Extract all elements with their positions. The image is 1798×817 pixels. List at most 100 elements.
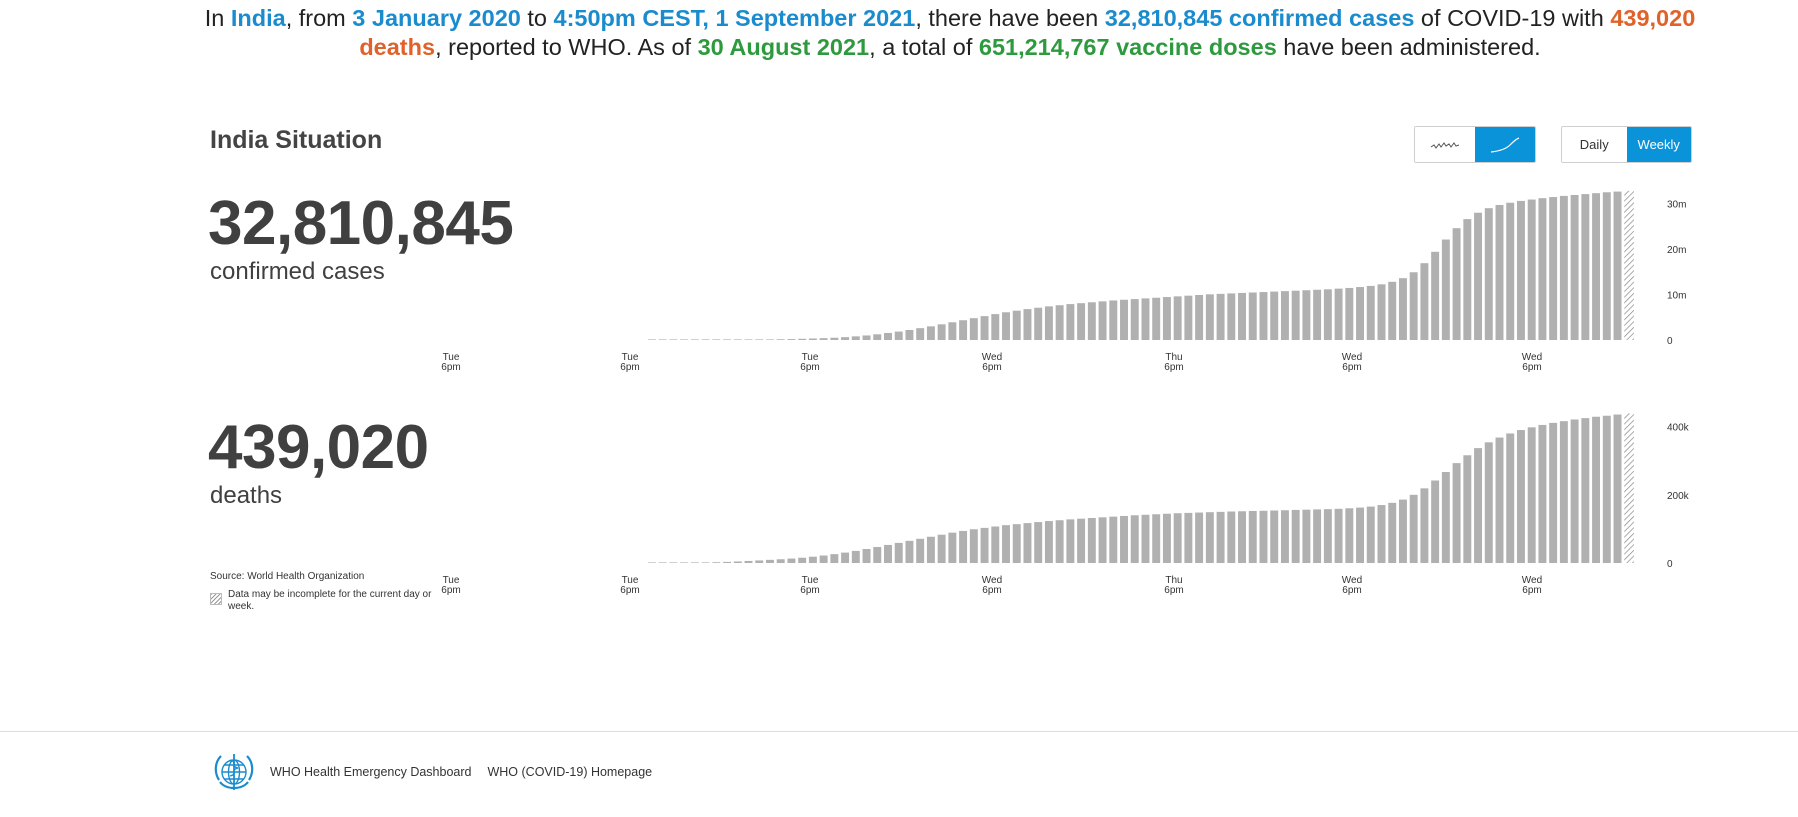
cases-bar[interactable]	[798, 338, 807, 340]
deaths-bar[interactable]	[905, 540, 914, 563]
cases-bar[interactable]	[1055, 305, 1064, 340]
cases-bar[interactable]	[948, 322, 957, 340]
deaths-bar[interactable]	[669, 562, 678, 563]
deaths-bar[interactable]	[1420, 488, 1429, 563]
deaths-bar[interactable]	[1463, 455, 1472, 563]
cases-bar[interactable]	[819, 338, 828, 340]
cases-bar[interactable]	[1227, 293, 1236, 340]
deaths-bar[interactable]	[1248, 511, 1257, 563]
deaths-bar[interactable]	[1034, 522, 1043, 563]
cases-bar[interactable]	[1087, 302, 1096, 340]
cases-bar[interactable]	[1323, 289, 1332, 340]
deaths-bar[interactable]	[830, 554, 839, 563]
deaths-bar[interactable]	[1195, 512, 1204, 563]
deaths-bar[interactable]	[1377, 505, 1386, 563]
deaths-bar[interactable]	[1474, 448, 1483, 563]
cases-bar[interactable]	[916, 328, 925, 340]
deaths-bar[interactable]	[937, 534, 946, 563]
cases-bar[interactable]	[1280, 291, 1289, 340]
cases-bar[interactable]	[1527, 199, 1536, 340]
deaths-bar[interactable]	[1152, 514, 1161, 563]
deaths-bar[interactable]	[1345, 508, 1354, 563]
cases-bar[interactable]	[1066, 304, 1075, 340]
cases-bar[interactable]	[1602, 192, 1611, 340]
deaths-bar[interactable]	[1302, 509, 1311, 563]
deaths-bar[interactable]	[1120, 515, 1128, 563]
deaths-bar[interactable]	[1431, 480, 1440, 564]
deaths-bar[interactable]	[1087, 518, 1096, 563]
cases-bar[interactable]	[1195, 295, 1204, 340]
cases-bar[interactable]	[680, 339, 689, 340]
deaths-bar[interactable]	[1077, 518, 1086, 563]
deaths-bar[interactable]	[1044, 521, 1053, 563]
deaths-bar[interactable]	[1205, 512, 1214, 563]
cases-bar[interactable]	[755, 339, 764, 340]
deaths-bar[interactable]	[1323, 509, 1332, 563]
deaths-bar[interactable]	[1291, 509, 1300, 563]
cases-bar[interactable]	[723, 339, 732, 340]
cases-bar[interactable]	[1441, 239, 1450, 340]
cases-bar[interactable]	[1302, 290, 1311, 340]
deaths-bar[interactable]	[819, 555, 828, 564]
cases-bar[interactable]	[1420, 263, 1429, 340]
deaths-bar[interactable]	[1356, 507, 1365, 563]
deaths-bar[interactable]	[1141, 514, 1150, 563]
deaths-bar[interactable]	[1055, 520, 1064, 563]
deaths-bar[interactable]	[1023, 523, 1032, 563]
cases-bar[interactable]	[701, 339, 710, 340]
cases-bar[interactable]	[1141, 298, 1150, 340]
deaths-bar[interactable]	[680, 562, 689, 563]
deaths-bar[interactable]	[1066, 519, 1075, 563]
deaths-bar[interactable]	[1570, 419, 1579, 563]
deaths-bar[interactable]	[884, 544, 892, 563]
deaths-bar[interactable]	[1259, 510, 1268, 563]
cases-bar[interactable]	[669, 339, 678, 340]
cases-bar[interactable]	[1034, 307, 1043, 340]
deaths-bar[interactable]	[894, 542, 903, 563]
deaths-bar[interactable]	[658, 562, 667, 563]
cases-bar[interactable]	[1216, 293, 1225, 340]
cases-bar[interactable]	[1334, 288, 1343, 340]
deaths-bar[interactable]	[1334, 508, 1343, 563]
cases-bar[interactable]	[1238, 292, 1246, 340]
deaths-bar[interactable]	[841, 552, 850, 563]
cases-bar[interactable]	[1098, 301, 1107, 340]
deaths-bar[interactable]	[1162, 513, 1171, 563]
cases-bar[interactable]	[841, 337, 850, 340]
cases-bar[interactable]	[1259, 292, 1268, 340]
cases-bar[interactable]	[873, 334, 882, 340]
cases-bar[interactable]	[766, 339, 774, 340]
cases-bar[interactable]	[1366, 285, 1375, 340]
deaths-bar[interactable]	[1227, 511, 1236, 563]
cases-bar[interactable]	[1162, 297, 1171, 340]
cases-bar[interactable]	[744, 339, 753, 340]
deaths-bar[interactable]	[1184, 512, 1193, 563]
deaths-bar[interactable]	[1280, 510, 1289, 563]
cases-bar[interactable]	[1077, 303, 1086, 340]
cases-bar[interactable]	[1581, 194, 1590, 340]
health-emergency-dashboard-link[interactable]: WHO Health Emergency Dashboard	[270, 765, 472, 779]
cases-bar[interactable]	[1270, 291, 1279, 340]
deaths-bar[interactable]	[873, 546, 882, 563]
cases-bar[interactable]	[926, 326, 935, 340]
deaths-bar[interactable]	[808, 556, 817, 563]
deaths-bar[interactable]	[1012, 524, 1021, 563]
deaths-bar[interactable]	[1592, 416, 1601, 563]
cases-bar[interactable]	[1130, 299, 1139, 340]
cases-bar[interactable]	[1398, 278, 1407, 340]
daily-button[interactable]: Daily	[1562, 127, 1627, 162]
deaths-bar[interactable]	[1398, 499, 1407, 563]
deaths-bar[interactable]	[1538, 424, 1547, 563]
deaths-bar[interactable]	[648, 562, 656, 563]
deaths-bar[interactable]	[1409, 494, 1418, 563]
deaths-bar[interactable]	[766, 559, 774, 563]
deaths-bar[interactable]	[1216, 511, 1225, 563]
cases-bar[interactable]	[851, 336, 860, 340]
deaths-bar[interactable]	[1602, 415, 1611, 563]
cases-bar[interactable]	[862, 335, 871, 340]
deaths-bar[interactable]	[1549, 422, 1558, 563]
deaths-bar[interactable]	[733, 561, 742, 563]
cases-bar[interactable]	[980, 316, 989, 340]
deaths-bar[interactable]	[1366, 506, 1375, 563]
deaths-bar[interactable]	[1002, 525, 1010, 563]
